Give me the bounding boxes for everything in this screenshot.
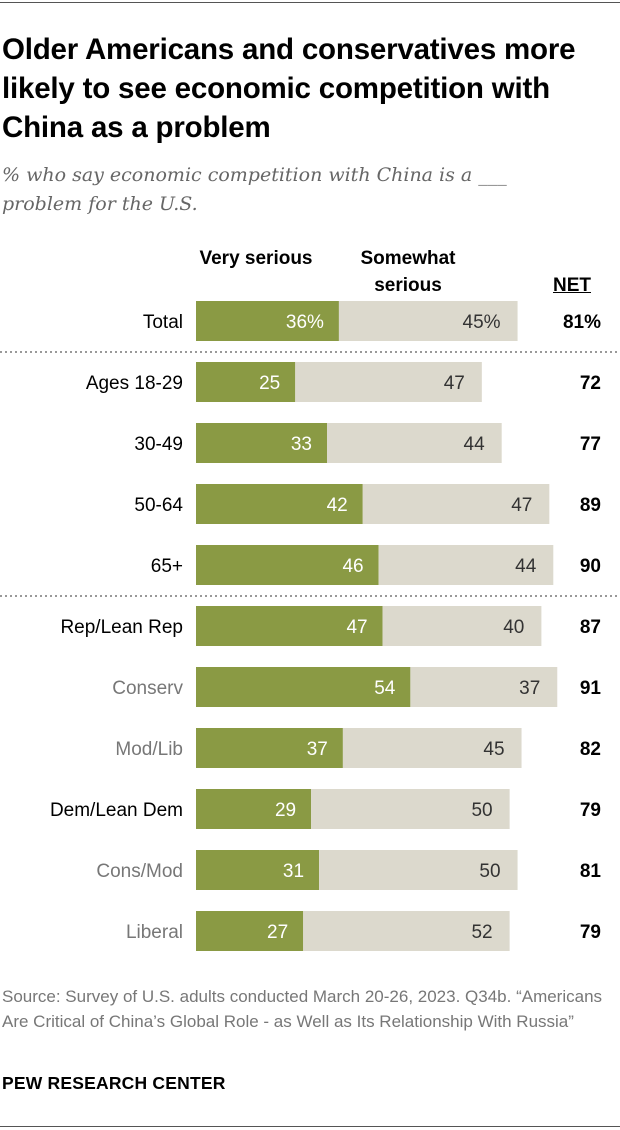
data-label-very: 25 — [259, 373, 280, 394]
data-label-somewhat: 40 — [503, 617, 524, 638]
chart-subtitle: % who say economic competition with Chin… — [2, 164, 507, 215]
net-value: 79 — [580, 800, 601, 821]
bar-somewhat-serious — [319, 850, 518, 890]
data-label-somewhat: 47 — [444, 373, 465, 394]
legend-somewhat-serious: Somewhat serious — [360, 248, 456, 296]
category-label: Mod/Lib — [115, 739, 183, 760]
category-label: Rep/Lean Rep — [60, 617, 183, 638]
net-value: 89 — [580, 495, 601, 516]
net-value: 87 — [580, 617, 601, 638]
data-label-very: 29 — [275, 800, 296, 821]
top-rule — [0, 2, 620, 3]
bar-somewhat-serious — [382, 606, 542, 646]
bar-very-serious — [196, 362, 296, 402]
bar-somewhat-serious — [327, 423, 502, 463]
bar-somewhat-serious — [295, 362, 482, 402]
net-value: 90 — [580, 556, 601, 577]
data-label-very: 46 — [342, 556, 363, 577]
bar-very-serious — [196, 484, 363, 524]
data-label-very: 37 — [307, 739, 328, 760]
bar-somewhat-serious — [311, 789, 510, 829]
footer-brand: PEW RESEARCH CENTER — [2, 1073, 226, 1093]
bar-somewhat-serious — [342, 728, 522, 768]
bar-very-serious — [196, 911, 304, 951]
bar-very-serious — [196, 850, 320, 890]
chart-title: Older Americans and conservatives more l… — [2, 33, 576, 144]
category-label: Cons/Mod — [96, 861, 183, 882]
bar-very-serious — [196, 545, 379, 585]
source-note: Source: Survey of U.S. adults conducted … — [2, 987, 603, 1031]
category-label: Liberal — [126, 922, 183, 943]
bar-somewhat-serious — [338, 301, 518, 341]
data-label-somewhat: 50 — [471, 800, 492, 821]
bar-somewhat-serious — [303, 911, 510, 951]
bar-very-serious — [196, 789, 312, 829]
bar-very-serious — [196, 667, 411, 707]
data-label-somewhat: 45 — [483, 739, 504, 760]
net-value: 79 — [580, 922, 601, 943]
data-label-very: 31 — [283, 861, 304, 882]
data-label-very: 54 — [374, 678, 396, 699]
net-value: 82 — [580, 739, 601, 760]
bar-very-serious — [196, 728, 343, 768]
data-label-somewhat: 50 — [479, 861, 500, 882]
net-value: 81% — [563, 312, 601, 333]
bar-very-serious — [196, 606, 383, 646]
data-label-very: 33 — [291, 434, 312, 455]
data-label-somewhat: 52 — [471, 922, 492, 943]
category-label: 50-64 — [134, 495, 183, 516]
net-value: 77 — [580, 434, 601, 455]
net-value: 72 — [580, 373, 601, 394]
data-label-very: 47 — [346, 617, 367, 638]
net-value: 91 — [580, 678, 602, 699]
data-label-very: 27 — [267, 922, 288, 943]
category-label: 30-49 — [134, 434, 183, 455]
bar-somewhat-serious — [410, 667, 558, 707]
data-label-somewhat: 44 — [515, 556, 537, 577]
bar-somewhat-serious — [362, 484, 550, 524]
category-label: Total — [143, 312, 183, 333]
legend-net: NET — [553, 275, 591, 296]
category-label: 65+ — [151, 556, 183, 577]
data-label-somewhat: 45% — [463, 312, 501, 333]
data-label-very: 42 — [327, 495, 348, 516]
data-label-very: 36% — [286, 312, 324, 333]
bar-very-serious — [196, 423, 328, 463]
category-label: Conserv — [112, 678, 183, 699]
category-label: Dem/Lean Dem — [50, 800, 183, 821]
category-label: Ages 18-29 — [86, 373, 183, 394]
data-label-somewhat: 44 — [464, 434, 486, 455]
net-value: 81 — [580, 861, 602, 882]
bar-somewhat-serious — [378, 545, 554, 585]
bar-very-serious — [196, 301, 339, 341]
data-label-somewhat: 37 — [519, 678, 540, 699]
bottom-rule — [0, 1126, 620, 1127]
legend-very-serious: Very serious — [199, 248, 313, 269]
data-label-somewhat: 47 — [511, 495, 532, 516]
